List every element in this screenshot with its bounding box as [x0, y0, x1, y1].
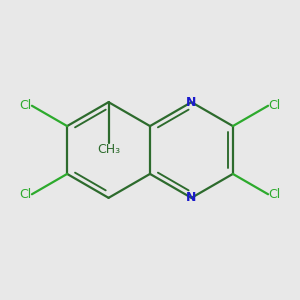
Text: Cl: Cl	[268, 99, 280, 112]
Text: Cl: Cl	[20, 188, 32, 201]
Text: Cl: Cl	[20, 99, 32, 112]
Text: N: N	[186, 191, 197, 204]
Text: N: N	[186, 96, 197, 109]
Text: Cl: Cl	[268, 188, 280, 201]
Text: CH₃: CH₃	[97, 143, 120, 156]
